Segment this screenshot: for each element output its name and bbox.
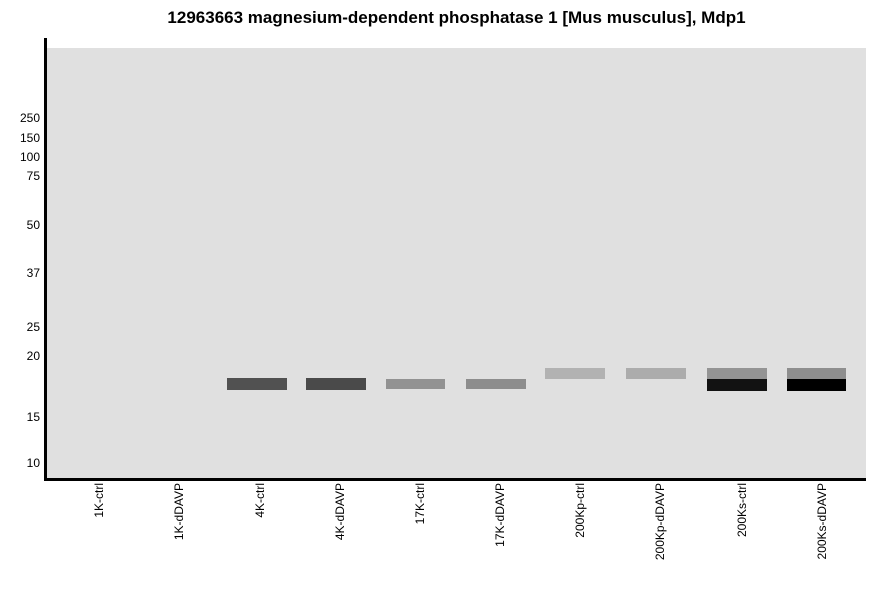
y-tick-label: 20 bbox=[26, 349, 40, 363]
gel-band bbox=[787, 379, 846, 391]
gel-band bbox=[466, 379, 526, 389]
x-axis-line bbox=[44, 478, 866, 481]
chart-title: 12963663 magnesium-dependent phosphatase… bbox=[167, 8, 746, 27]
gel-band bbox=[545, 368, 605, 379]
x-axis-lane-label: 4K-ctrl bbox=[253, 483, 267, 518]
y-tick-label: 10 bbox=[26, 456, 40, 470]
gel-band bbox=[707, 379, 767, 391]
x-axis-lane-label: 1K-ctrl bbox=[92, 483, 106, 518]
gel-band bbox=[787, 368, 846, 379]
gel-band bbox=[707, 368, 767, 379]
y-tick-label: 25 bbox=[26, 320, 40, 334]
y-tick-label: 250 bbox=[19, 111, 40, 125]
y-tick-label: 15 bbox=[26, 410, 40, 424]
x-axis-lane-label: 200Ks-dDAVP bbox=[815, 483, 829, 560]
plot-area bbox=[47, 48, 866, 478]
gel-band bbox=[306, 378, 366, 390]
y-tick-label: 150 bbox=[19, 131, 40, 145]
gel-band bbox=[386, 379, 445, 389]
x-axis-lane-label: 200Ks-ctrl bbox=[735, 483, 749, 538]
x-axis-lane-label: 4K-dDAVP bbox=[333, 483, 347, 541]
y-tick-label: 75 bbox=[26, 169, 40, 183]
x-axis-lane-label: 17K-ctrl bbox=[413, 483, 427, 525]
y-tick-label: 37 bbox=[26, 266, 40, 280]
y-tick-label: 100 bbox=[19, 150, 40, 164]
x-axis-lane-label: 200Kp-dDAVP bbox=[653, 483, 667, 561]
y-axis-line bbox=[44, 38, 47, 481]
y-tick-label: 50 bbox=[26, 218, 40, 232]
x-axis-lane-label: 17K-dDAVP bbox=[493, 483, 507, 547]
gel-band bbox=[626, 368, 686, 379]
x-axis-lane-label: 200Kp-ctrl bbox=[573, 483, 587, 538]
gel-band bbox=[227, 378, 287, 390]
x-axis-lane-label: 1K-dDAVP bbox=[172, 483, 186, 541]
